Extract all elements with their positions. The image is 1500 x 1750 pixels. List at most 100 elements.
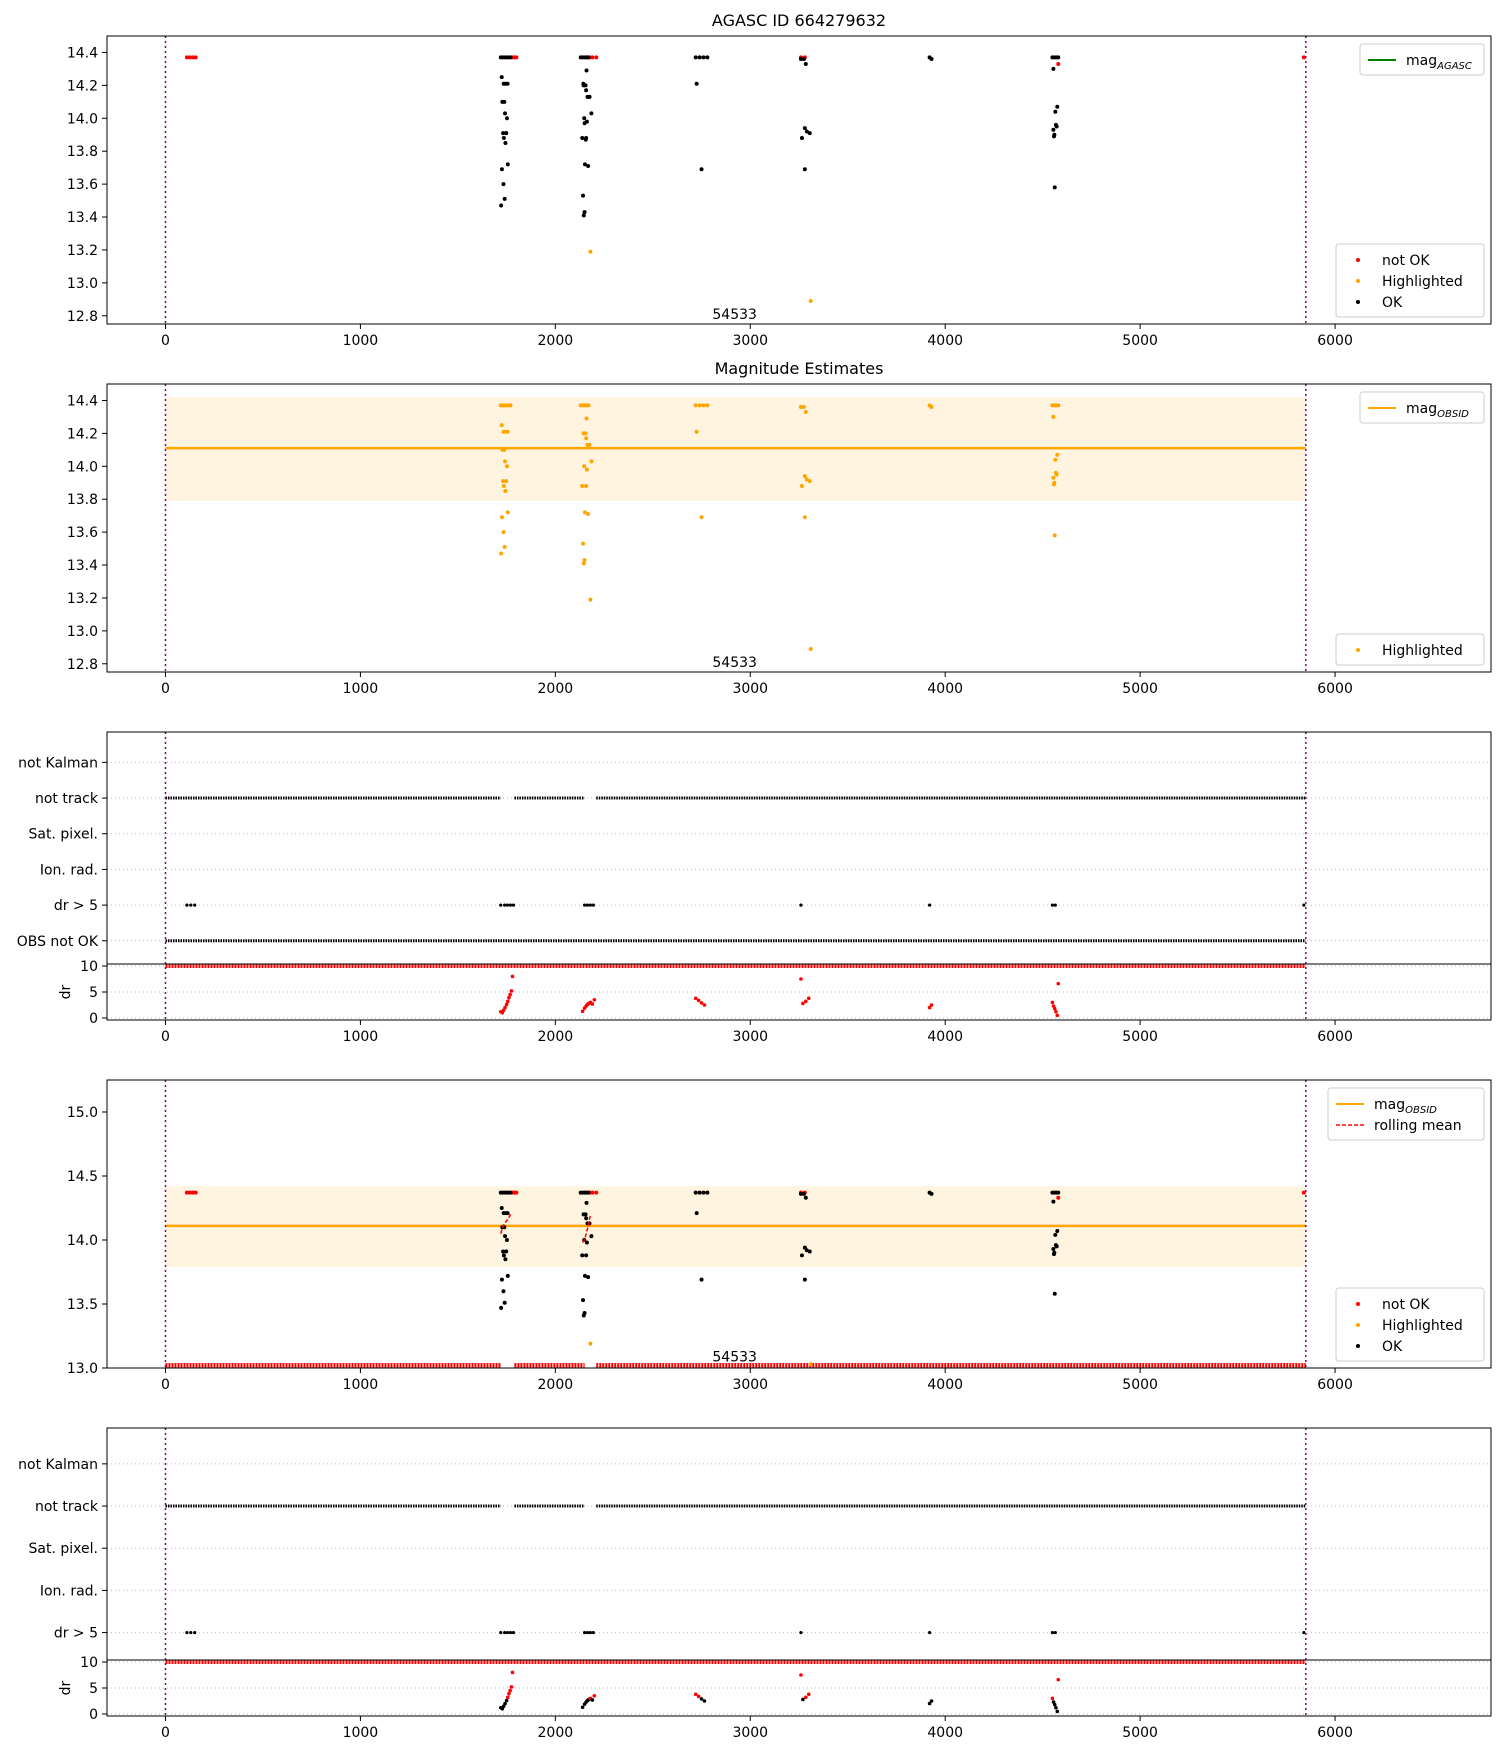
x-tick-label: 3000: [732, 1377, 768, 1393]
data-point-highlighted: [798, 405, 803, 410]
data-point-highlighted: [584, 467, 589, 472]
x-tick-label: 6000: [1317, 681, 1353, 697]
y-tick-label: 13.2: [67, 591, 98, 607]
data-point-highlighted: [804, 477, 809, 482]
data-point-not-ok: [190, 1190, 195, 1195]
data-point-highlighted: [701, 403, 706, 408]
data-point-highlighted: [1054, 472, 1059, 477]
y-tick-label: 12.8: [67, 657, 98, 673]
x-tick-label: 4000: [927, 1377, 963, 1393]
chart-title: Magnitude Estimates: [715, 359, 884, 378]
data-point-ok: [701, 1190, 706, 1195]
data-point-ok: [798, 57, 803, 62]
data-point-ok: [504, 1249, 509, 1254]
data-point-ok: [1051, 1246, 1056, 1251]
dr-point: [927, 1701, 932, 1706]
flag-point: [799, 903, 803, 907]
data-point-ok: [803, 1195, 808, 1200]
data-point-highlighted: [582, 510, 587, 515]
x-tick-label: 4000: [927, 1029, 963, 1045]
data-point-ok: [508, 55, 513, 60]
flag-row-label: Sat. pixel.: [29, 1541, 98, 1557]
flag-point: [508, 903, 513, 907]
flag-point: [503, 903, 507, 907]
data-point-ok: [581, 193, 586, 198]
data-point-highlighted: [799, 484, 804, 489]
y-tick-label: 13.6: [67, 177, 98, 193]
data-point-ok: [583, 1212, 588, 1217]
dr-point: [507, 995, 511, 1000]
x-tick-label: 1000: [343, 1377, 379, 1393]
chart-title: AGASC ID 664279632: [712, 11, 886, 30]
dr-point: [929, 1699, 934, 1703]
data-point-not-ok: [187, 55, 192, 60]
data-point-highlighted: [808, 298, 813, 303]
data-point-ok: [584, 1200, 589, 1205]
data-point-highlighted: [584, 416, 589, 421]
data-point-ok: [586, 55, 591, 60]
data-point-ok: [508, 1190, 513, 1195]
dr-point: [929, 1003, 934, 1007]
data-point-highlighted: [504, 479, 509, 484]
data-point-ok: [504, 1238, 509, 1242]
data-point-ok: [586, 1275, 591, 1280]
dr-point: [503, 1701, 507, 1706]
legend-box: [1327, 1087, 1485, 1141]
dr-point: [804, 999, 808, 1004]
axes-frame: [106, 1427, 1492, 1661]
flag-point: [193, 903, 197, 907]
flag-point: [1053, 1630, 1057, 1635]
legend-label: rolling mean: [1374, 1118, 1462, 1134]
flag-point: [585, 903, 590, 907]
dr-tick-label: 5: [89, 985, 98, 1001]
dr-point: [1056, 1677, 1061, 1682]
data-point-not-ok: [187, 1190, 192, 1195]
data-point-ok: [582, 210, 587, 215]
data-point-ok: [929, 1191, 934, 1196]
data-point-highlighted: [1051, 475, 1056, 480]
axes-frame: [106, 1659, 1492, 1717]
dr-tick-label: 10: [80, 1655, 98, 1671]
flag-point: [503, 1630, 507, 1635]
x-tick-label: 0: [161, 1725, 170, 1741]
data-point-ok: [504, 116, 509, 121]
legend-label: not OK: [1382, 1297, 1430, 1313]
x-tick-label: 1000: [343, 1725, 379, 1741]
x-tick-label: 2000: [538, 333, 574, 349]
flag-point: [189, 1630, 193, 1635]
x-tick-label: 1000: [343, 1029, 379, 1045]
legend-label: not OK: [1382, 253, 1430, 269]
data-point-highlighted: [584, 436, 589, 441]
data-point-highlighted: [502, 447, 507, 452]
data-point-ok: [581, 81, 586, 86]
data-point-highlighted: [586, 512, 591, 517]
data-point-highlighted: [584, 484, 589, 489]
legend-label-text: mag: [1374, 1097, 1405, 1113]
legend-label: Highlighted: [1382, 1318, 1463, 1334]
data-point-not-ok: [590, 55, 595, 60]
data-point-ok: [1054, 1244, 1059, 1249]
flag-point: [928, 1630, 932, 1635]
x-tick-label: 6000: [1317, 1377, 1353, 1393]
data-point-ok: [581, 213, 586, 218]
dr-point: [806, 1692, 811, 1697]
dr-point: [508, 992, 512, 997]
legend-label-text: not OK: [1382, 253, 1430, 269]
data-point-ok: [693, 1190, 698, 1195]
data-point-highlighted: [1055, 452, 1060, 457]
y-tick-label: 13.4: [67, 558, 98, 574]
data-point-ok: [499, 1206, 504, 1210]
data-point-ok: [505, 162, 510, 167]
flag-row-label: dr > 5: [54, 1626, 98, 1642]
x-tick-label: 6000: [1317, 1029, 1353, 1045]
flag-point: [1053, 903, 1057, 907]
flag-point: [193, 1630, 197, 1635]
x-tick-label: 4000: [927, 681, 963, 697]
y-tick-label: 13.0: [67, 276, 98, 292]
data-point-ok: [589, 111, 594, 116]
data-point-ok: [1053, 109, 1058, 114]
data-point-ok: [802, 167, 807, 172]
legend-label-text: Highlighted: [1382, 274, 1463, 290]
legend-dot-swatch: [1356, 279, 1360, 283]
axes-frame: [106, 963, 1492, 1021]
